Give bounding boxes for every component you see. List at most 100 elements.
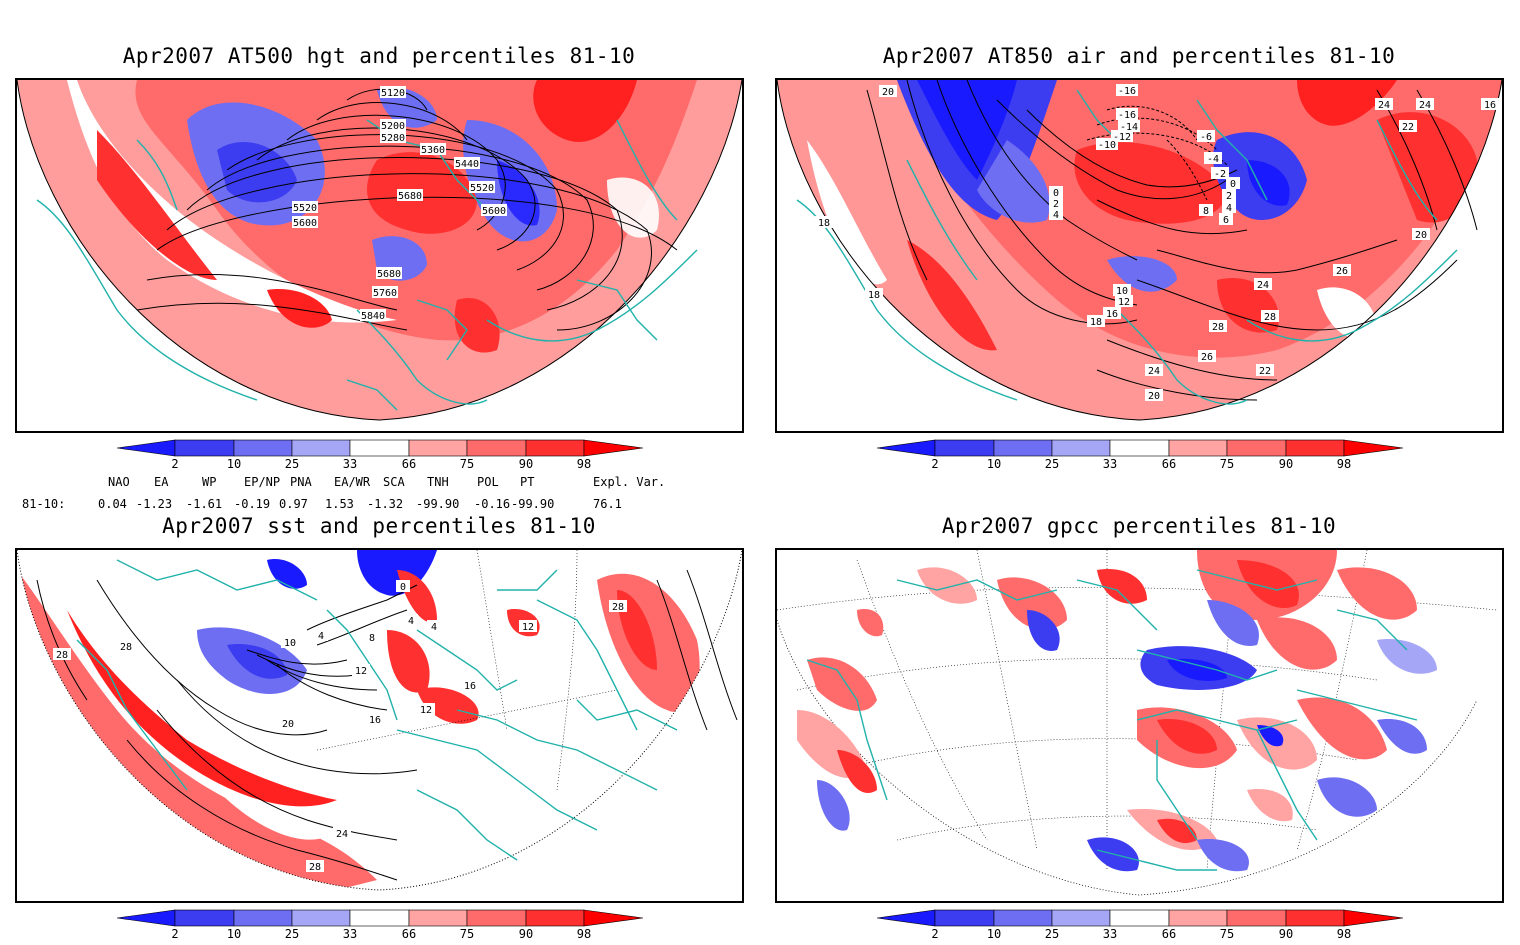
svg-text:18: 18 xyxy=(1090,317,1102,328)
contour-label: 4 xyxy=(1222,201,1236,214)
svg-text:10: 10 xyxy=(284,638,296,649)
colorbar-swatch xyxy=(934,909,995,927)
colorbar-tick-label: 90 xyxy=(1278,457,1294,471)
svg-text:24: 24 xyxy=(1257,280,1269,291)
colorbar-tick-label: 25 xyxy=(284,927,300,941)
colorbar-swatch xyxy=(583,909,644,927)
svg-text:5200: 5200 xyxy=(381,121,405,132)
colorbar-swatch xyxy=(1168,909,1228,927)
contour-label: 8 xyxy=(365,631,379,644)
contour-label: 24 xyxy=(1416,98,1434,111)
contour-label: -16 xyxy=(1116,108,1138,121)
teleconnection-value: 76.1 xyxy=(593,497,622,511)
map-gpcc xyxy=(777,550,1498,896)
map-at500: 5120 5200 5280 5360 5440 5520 5600 5680 … xyxy=(17,80,742,421)
colorbar-swatch xyxy=(583,439,644,457)
colorbar-swatches xyxy=(876,909,1404,927)
colorbar-tick-label: 2 xyxy=(171,457,179,471)
teleconnection-value: 0.04 xyxy=(98,497,127,511)
colorbar-tick-label: 33 xyxy=(342,457,358,471)
svg-text:0: 0 xyxy=(1230,179,1236,190)
svg-text:0: 0 xyxy=(400,582,406,593)
colorbar-tick-label: 2 xyxy=(171,927,179,941)
contour-label: -14 xyxy=(1118,120,1140,133)
svg-text:28: 28 xyxy=(120,642,132,653)
teleconnection-header: POL xyxy=(477,475,499,489)
colorbar-tick-label: 98 xyxy=(576,927,592,941)
contour-label: 18 xyxy=(815,216,833,229)
svg-text:18: 18 xyxy=(818,218,830,229)
svg-text:5680: 5680 xyxy=(398,191,422,202)
colorbar-swatch xyxy=(525,909,585,927)
svg-text:26: 26 xyxy=(1201,352,1213,363)
colorbar-swatch xyxy=(993,439,1053,457)
colorbar-swatch xyxy=(291,439,351,457)
colorbar-at500: 2 10 25 33 66 75 90 98 xyxy=(116,439,644,475)
colorbar-swatch xyxy=(174,909,235,927)
contour-label: 5280 xyxy=(380,131,406,144)
svg-text:20: 20 xyxy=(1148,391,1160,402)
colorbar-swatch xyxy=(1226,439,1287,457)
colorbar-tick-label: 25 xyxy=(284,457,300,471)
svg-text:4: 4 xyxy=(408,616,414,627)
svg-text:12: 12 xyxy=(1118,297,1130,308)
svg-text:-6: -6 xyxy=(1200,132,1212,143)
svg-text:4: 4 xyxy=(1053,210,1059,221)
colorbar-tick-label: 66 xyxy=(401,457,417,471)
colorbar-tick-label: 66 xyxy=(1161,457,1177,471)
colorbar-swatch xyxy=(1051,909,1111,927)
colorbar-tick-label: 66 xyxy=(1161,927,1177,941)
teleconnection-value: 0.97 xyxy=(279,497,308,511)
contour-label: 20 xyxy=(879,85,897,98)
colorbar-swatch xyxy=(1109,439,1170,457)
contour-label: 5680 xyxy=(376,267,402,280)
svg-text:22: 22 xyxy=(1259,366,1271,377)
colorbar-tick-label: 33 xyxy=(1102,927,1118,941)
contour-label: -2 xyxy=(1211,167,1229,180)
colorbar-swatch xyxy=(1051,439,1111,457)
colorbar-sst: 2 10 25 33 66 75 90 98 xyxy=(116,909,644,945)
colorbar-tick-label: 90 xyxy=(518,457,534,471)
contour-label: 28 xyxy=(117,640,135,653)
contour-label: 20 xyxy=(1412,228,1430,241)
contour-label: 5680 xyxy=(397,189,423,202)
svg-text:5840: 5840 xyxy=(361,311,385,322)
contour-label: 12 xyxy=(417,703,435,716)
teleconnection-header: Expl. Var. xyxy=(593,475,666,489)
colorbar-swatch xyxy=(233,909,293,927)
colorbar-tick-label: 90 xyxy=(518,927,534,941)
svg-text:8: 8 xyxy=(1203,206,1209,217)
colorbar-tick-label: 25 xyxy=(1044,457,1060,471)
colorbar-tick-label: 98 xyxy=(576,457,592,471)
contour-label: 12 xyxy=(1115,295,1133,308)
contour-label: 0 xyxy=(396,580,410,593)
panel-title-at850: Apr2007 AT850 air and percentiles 81-10 xyxy=(882,44,1396,68)
svg-text:5600: 5600 xyxy=(482,206,506,217)
svg-text:18: 18 xyxy=(868,290,880,301)
map-panel-at500: 5120 5200 5280 5360 5440 5520 5600 5680 … xyxy=(15,78,744,433)
teleconnection-header: TNH xyxy=(427,475,449,489)
svg-text:4: 4 xyxy=(1226,203,1232,214)
svg-text:8: 8 xyxy=(369,633,375,644)
colorbar-swatch xyxy=(1109,909,1170,927)
contour-label: 24 xyxy=(333,827,351,840)
contour-label: 5520 xyxy=(292,201,318,214)
svg-text:10: 10 xyxy=(1116,286,1128,297)
teleconnection-header: PT xyxy=(520,475,535,489)
contour-label: 26 xyxy=(1198,350,1216,363)
contour-label: 5600 xyxy=(481,204,507,217)
svg-text:5760: 5760 xyxy=(373,288,397,299)
contour-label: -10 xyxy=(1096,138,1118,151)
svg-text:16: 16 xyxy=(369,715,381,726)
map-panel-at850: 20 -16 -16 -14 -12 -10 -6 -4 -2 0 2 4 6 … xyxy=(775,78,1504,433)
svg-text:2: 2 xyxy=(1226,191,1232,202)
svg-text:5280: 5280 xyxy=(381,133,405,144)
svg-text:12: 12 xyxy=(355,666,367,677)
colorbar-swatch xyxy=(466,439,527,457)
colorbar-tick-label: 90 xyxy=(1278,927,1294,941)
svg-text:20: 20 xyxy=(282,719,294,730)
svg-text:5440: 5440 xyxy=(455,159,479,170)
colorbar-tick-label: 98 xyxy=(1336,927,1352,941)
map-panel-sst: 0 4 8 12 16 20 24 28 28 28 28 10 16 12 4… xyxy=(15,548,744,903)
colorbar-tick-label: 66 xyxy=(401,927,417,941)
